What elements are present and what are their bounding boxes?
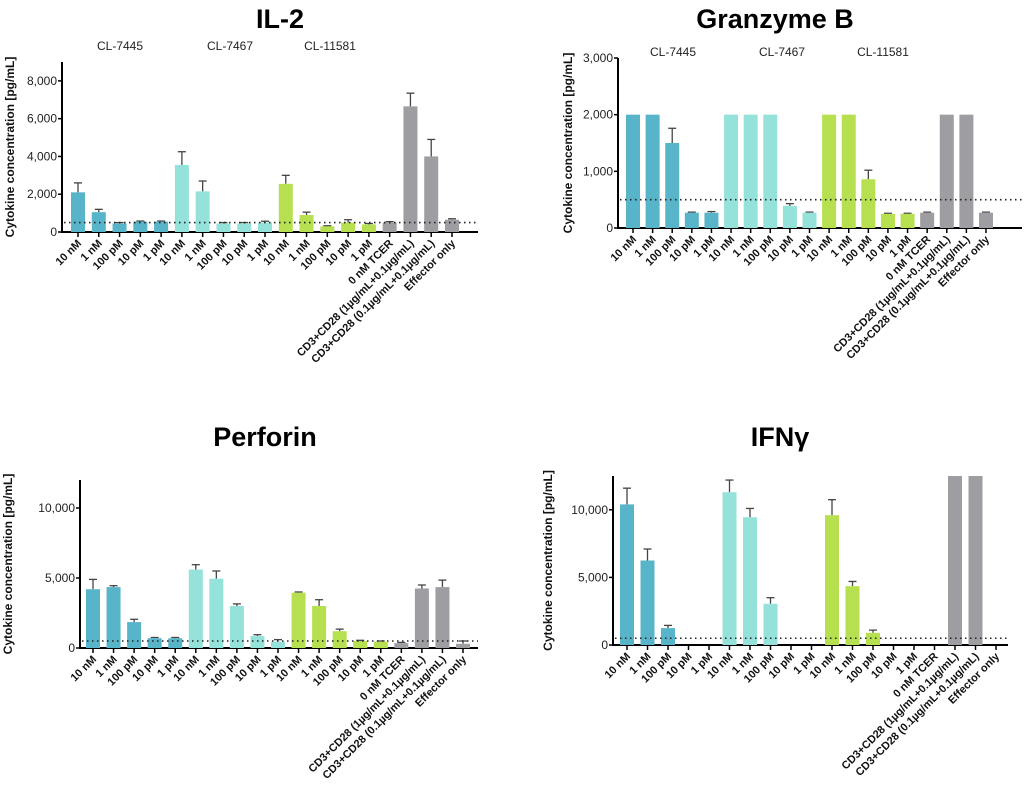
y-tick-label: 0 (50, 225, 57, 239)
bar (154, 221, 169, 232)
bar (456, 643, 470, 648)
y-tick-label: 2,000 (27, 187, 57, 201)
y-tick-label: 8,000 (27, 74, 57, 88)
bar (640, 560, 655, 645)
bar (91, 212, 106, 232)
y-axis-label: Cytokine concentration [pg/mL] (1, 474, 15, 655)
group-label: CL-7445 (97, 39, 143, 53)
y-tick-label: 6,000 (27, 112, 57, 126)
bar (704, 212, 719, 228)
bar (665, 143, 680, 228)
chart-title: IFNγ (751, 422, 810, 452)
bar (763, 114, 778, 228)
group-label: CL-7445 (650, 45, 696, 59)
y-axis-label: Cytokine concentration [pg/mL] (3, 57, 17, 238)
bar (229, 606, 244, 648)
group-label: CL-11581 (304, 39, 356, 53)
y-tick-label: 1,000 (583, 164, 613, 178)
bar (188, 569, 203, 648)
bar (174, 164, 189, 232)
bar (258, 222, 272, 232)
y-tick-label: 5,000 (45, 571, 75, 585)
bar (414, 588, 429, 648)
y-tick-label: 10,000 (571, 503, 608, 517)
bar (271, 641, 285, 648)
bar (71, 192, 85, 232)
y-axis-label: Cytokine concentration [pg/mL] (541, 470, 555, 651)
bar (237, 223, 252, 232)
bar (216, 223, 231, 232)
bar (86, 589, 100, 648)
chart-title: Perforin (213, 422, 317, 452)
x-tick-label: 10 nM (54, 238, 85, 269)
chart-title: Granzyme B (696, 4, 854, 34)
bar (743, 517, 757, 645)
bar (106, 587, 121, 648)
y-tick-label: 4,000 (27, 149, 57, 163)
y-tick-label: 0 (68, 641, 75, 655)
bar (626, 114, 640, 228)
bar (979, 212, 993, 228)
bar (127, 622, 142, 648)
bar (968, 476, 983, 645)
bar (112, 223, 127, 232)
bar (278, 183, 293, 232)
bar (209, 578, 224, 648)
bar (722, 492, 737, 645)
bar (845, 586, 860, 645)
y-tick-label: 2,000 (583, 108, 613, 122)
bar (299, 215, 314, 232)
bar (866, 632, 880, 645)
bar (825, 515, 839, 645)
y-tick-label: 0 (606, 221, 613, 235)
bar (341, 222, 356, 232)
bar (743, 114, 758, 228)
bar (645, 114, 660, 228)
bar (353, 641, 368, 648)
bar (133, 221, 148, 232)
group-label: CL-11581 (857, 45, 909, 59)
bar (445, 219, 459, 232)
bar (661, 628, 675, 645)
bar (332, 631, 347, 648)
group-label: CL-7467 (207, 39, 253, 53)
group-label: CL-7467 (759, 45, 805, 59)
bar (312, 606, 327, 648)
y-tick-label: 10,000 (38, 501, 75, 515)
bar (939, 114, 954, 228)
bar (168, 638, 183, 648)
bar (822, 114, 837, 228)
bar (880, 213, 895, 228)
chart-title: IL-2 (256, 4, 304, 34)
bar (920, 212, 935, 228)
bar (424, 156, 439, 232)
bar (435, 587, 450, 648)
y-tick-label: 5,000 (578, 570, 608, 584)
bar (361, 224, 376, 232)
bar (291, 592, 306, 648)
bar (724, 114, 739, 228)
bar (320, 226, 335, 232)
bar (382, 222, 397, 232)
bar (959, 114, 974, 228)
bar (394, 643, 409, 648)
bar (861, 179, 876, 228)
bar (900, 213, 915, 228)
y-axis-label: Cytokine concentration [pg/mL] (561, 53, 575, 234)
bar (684, 212, 699, 228)
bar (373, 641, 388, 648)
bar (802, 212, 817, 228)
bar (948, 476, 962, 645)
bar (763, 603, 778, 645)
bar (620, 504, 634, 645)
bar (782, 205, 797, 228)
bar (250, 636, 265, 648)
bar (403, 106, 418, 232)
bar (147, 638, 162, 648)
bar (841, 114, 856, 228)
y-tick-label: 0 (601, 638, 608, 652)
y-tick-label: 3,000 (583, 51, 613, 65)
bar (195, 191, 210, 232)
